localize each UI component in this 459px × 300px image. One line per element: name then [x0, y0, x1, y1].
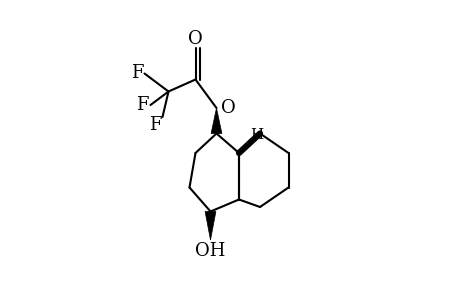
- Text: F: F: [148, 116, 161, 134]
- Polygon shape: [211, 108, 221, 134]
- Text: F: F: [130, 64, 143, 82]
- Text: F: F: [135, 96, 148, 114]
- Polygon shape: [205, 212, 215, 240]
- Text: OH: OH: [195, 242, 225, 260]
- Text: O: O: [220, 99, 235, 117]
- Text: H: H: [250, 128, 263, 142]
- Text: O: O: [188, 30, 202, 48]
